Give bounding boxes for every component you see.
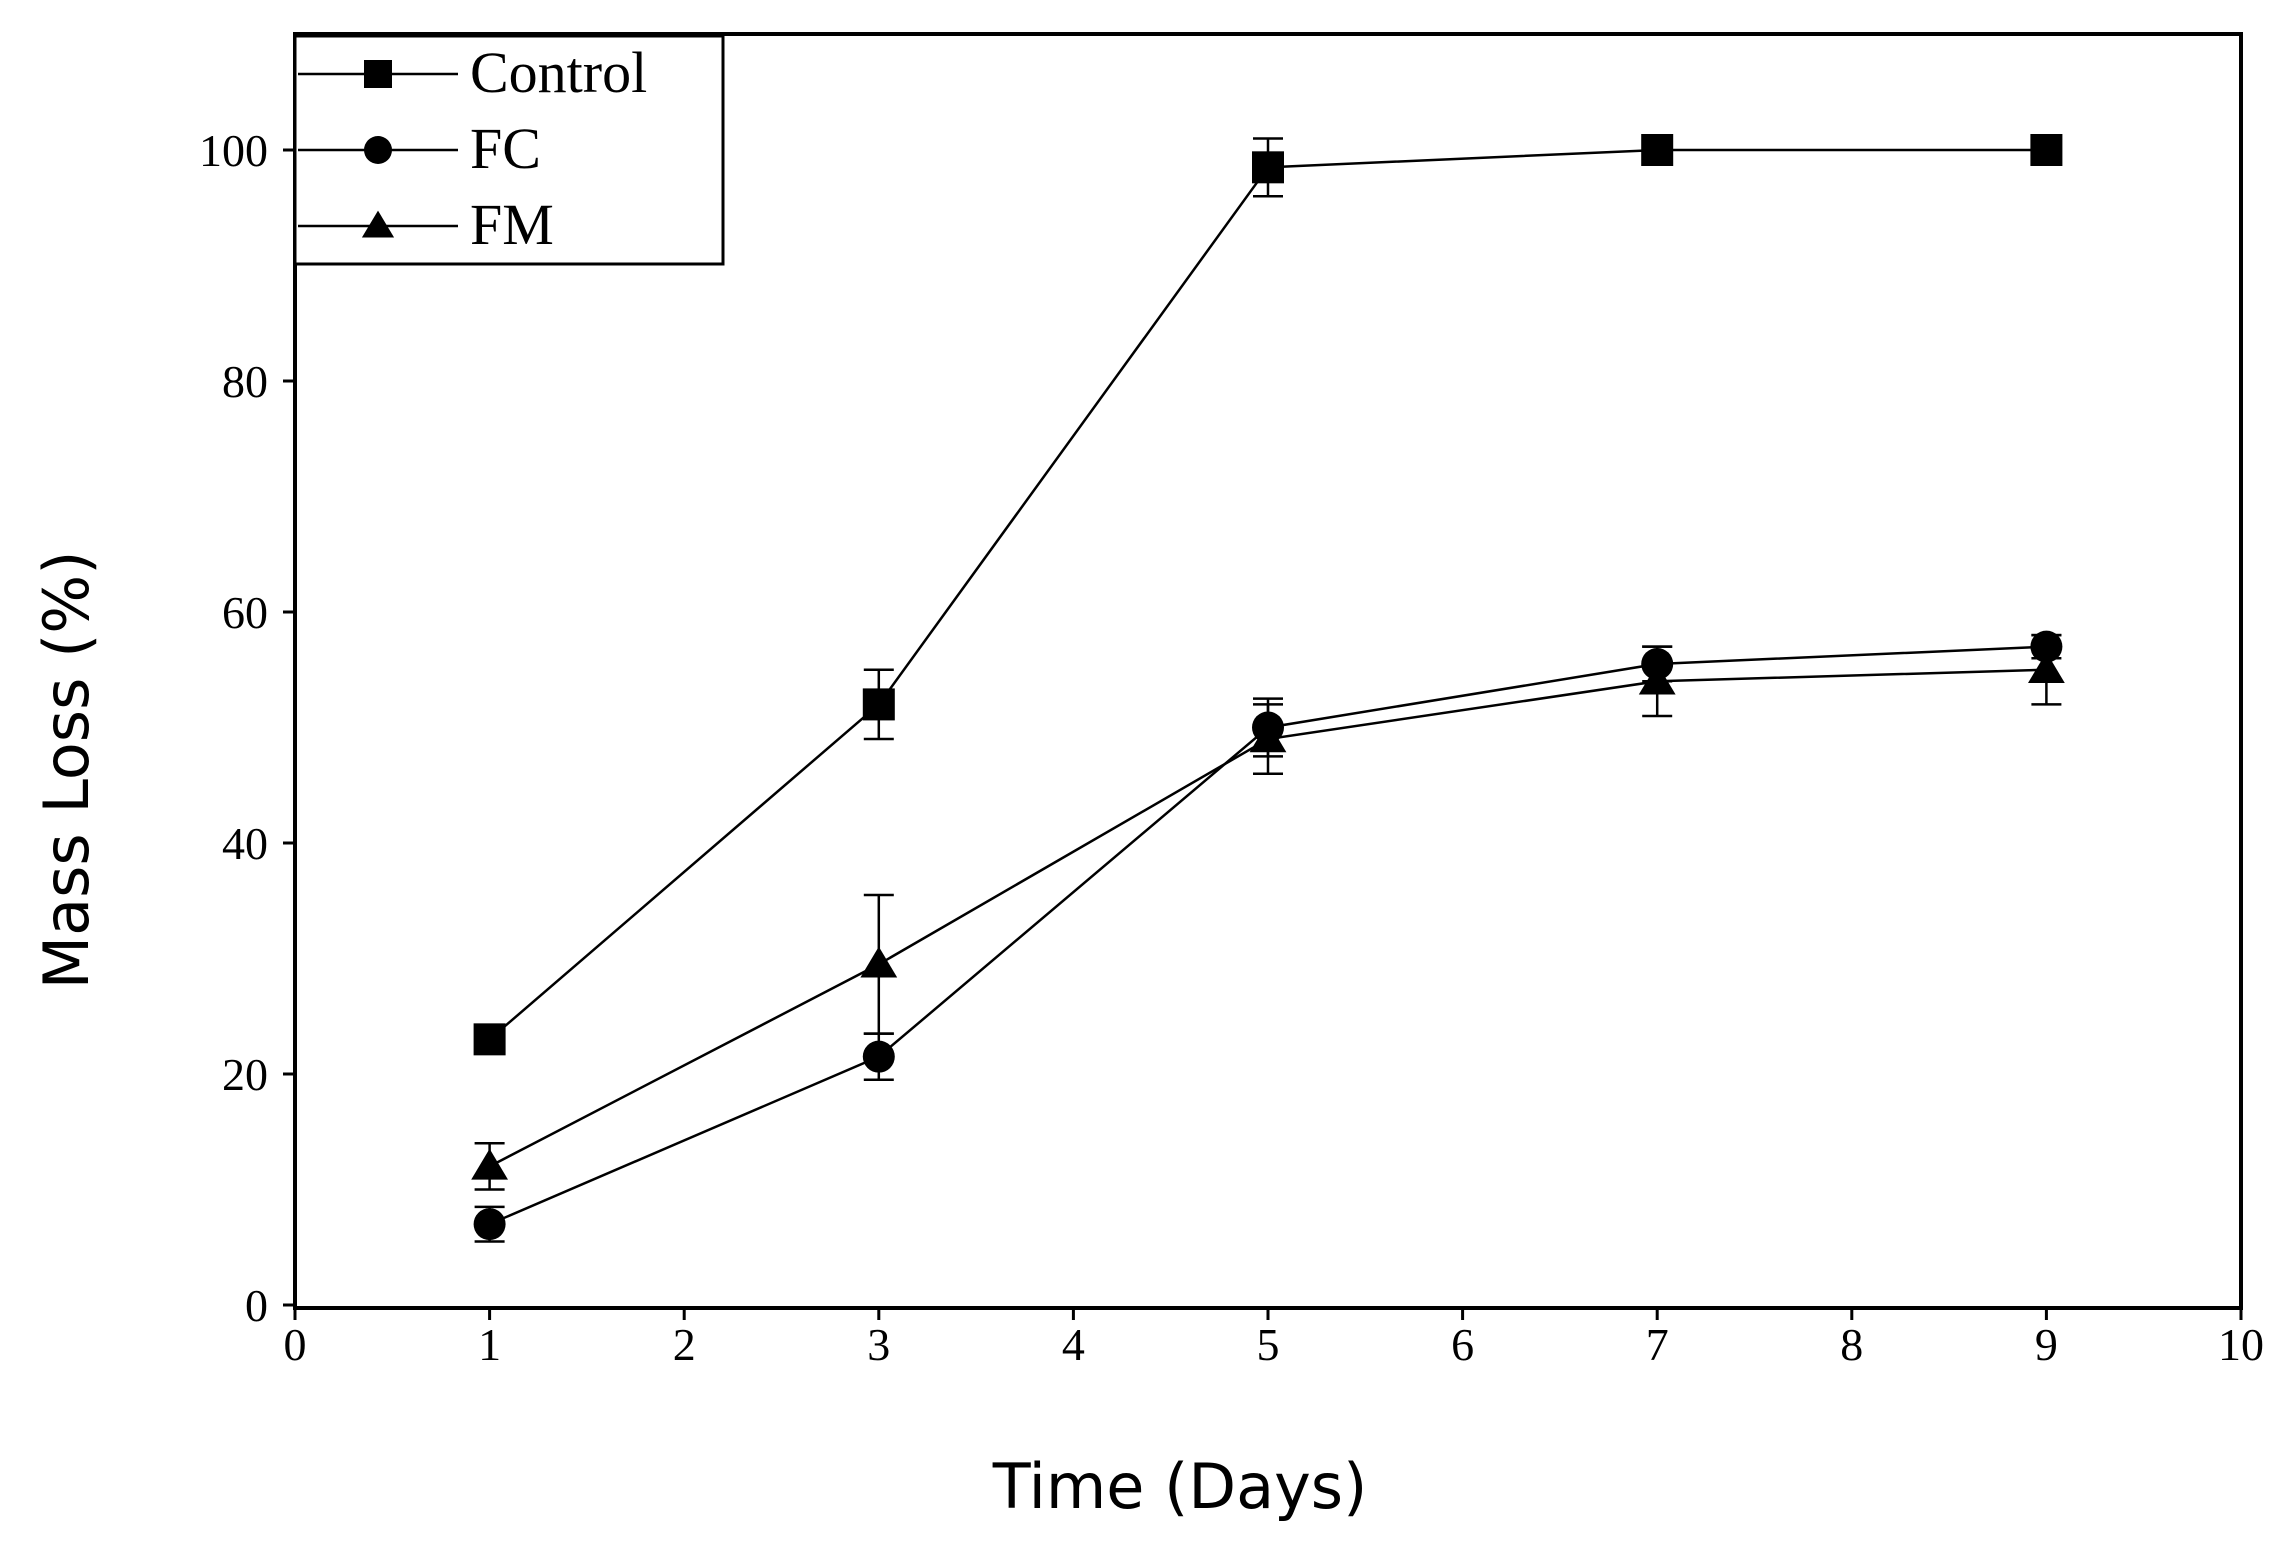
x-tick-label-5: 5 xyxy=(1257,1319,1280,1370)
series-line-control xyxy=(488,148,2047,1041)
x-tick-label-1: 1 xyxy=(478,1319,501,1370)
y-tick-label-0: 0 xyxy=(245,1280,268,1331)
x-tick-label-0: 0 xyxy=(284,1319,307,1370)
legend: Control FC FM xyxy=(293,34,725,266)
point-fm-1 xyxy=(471,1148,508,1180)
x-tick-label-6: 6 xyxy=(1451,1319,1474,1370)
point-fm-5 xyxy=(1249,721,1287,753)
x-tick-label-10: 10 xyxy=(2218,1319,2264,1370)
y-axis: 0 20 40 60 80 100 xyxy=(199,125,295,1331)
x-tick-label-4: 4 xyxy=(1062,1319,1085,1370)
x-tick-label-9: 9 xyxy=(2035,1319,2058,1370)
legend-marker-control xyxy=(364,60,392,88)
x-axis-title: Time (Days) xyxy=(992,1450,1368,1523)
x-axis: 0 1 2 3 4 5 6 7 8 9 10 xyxy=(284,1308,2264,1370)
point-fm-3 xyxy=(860,946,898,978)
point-fc-1 xyxy=(473,1208,506,1241)
y-tick-label-60: 60 xyxy=(222,587,268,638)
point-control-7 xyxy=(1641,134,1674,166)
x-tick-label-7: 7 xyxy=(1646,1319,1669,1370)
series-fm xyxy=(471,633,2065,1191)
x-tick-label-2: 2 xyxy=(673,1319,696,1370)
legend-items: Control FC FM xyxy=(298,40,647,257)
legend-marker-fm xyxy=(361,210,395,238)
x-tick-label-3: 3 xyxy=(867,1319,890,1370)
point-control-3 xyxy=(862,688,895,721)
legend-label-control: Control xyxy=(470,40,647,105)
y-tick-label-80: 80 xyxy=(222,356,268,407)
point-fm-9 xyxy=(2028,652,2065,683)
point-control-9 xyxy=(2030,134,2063,166)
x-tick-label-8: 8 xyxy=(1840,1319,1863,1370)
y-axis-title: Mass Loss (%) xyxy=(30,551,103,990)
y-tick-label-20: 20 xyxy=(222,1049,268,1100)
legend-label-fc: FC xyxy=(470,116,541,181)
legend-label-fm: FM xyxy=(470,192,554,257)
point-control-1 xyxy=(473,1023,506,1056)
point-control-5 xyxy=(1252,151,1284,184)
series-control xyxy=(473,134,2063,1056)
point-fm-7 xyxy=(1638,663,1676,695)
point-fc-3 xyxy=(862,1040,895,1073)
y-tick-label-40: 40 xyxy=(222,818,268,869)
legend-marker-fc xyxy=(364,136,392,164)
series-layer xyxy=(471,134,2065,1243)
y-tick-label-100: 100 xyxy=(199,125,268,176)
